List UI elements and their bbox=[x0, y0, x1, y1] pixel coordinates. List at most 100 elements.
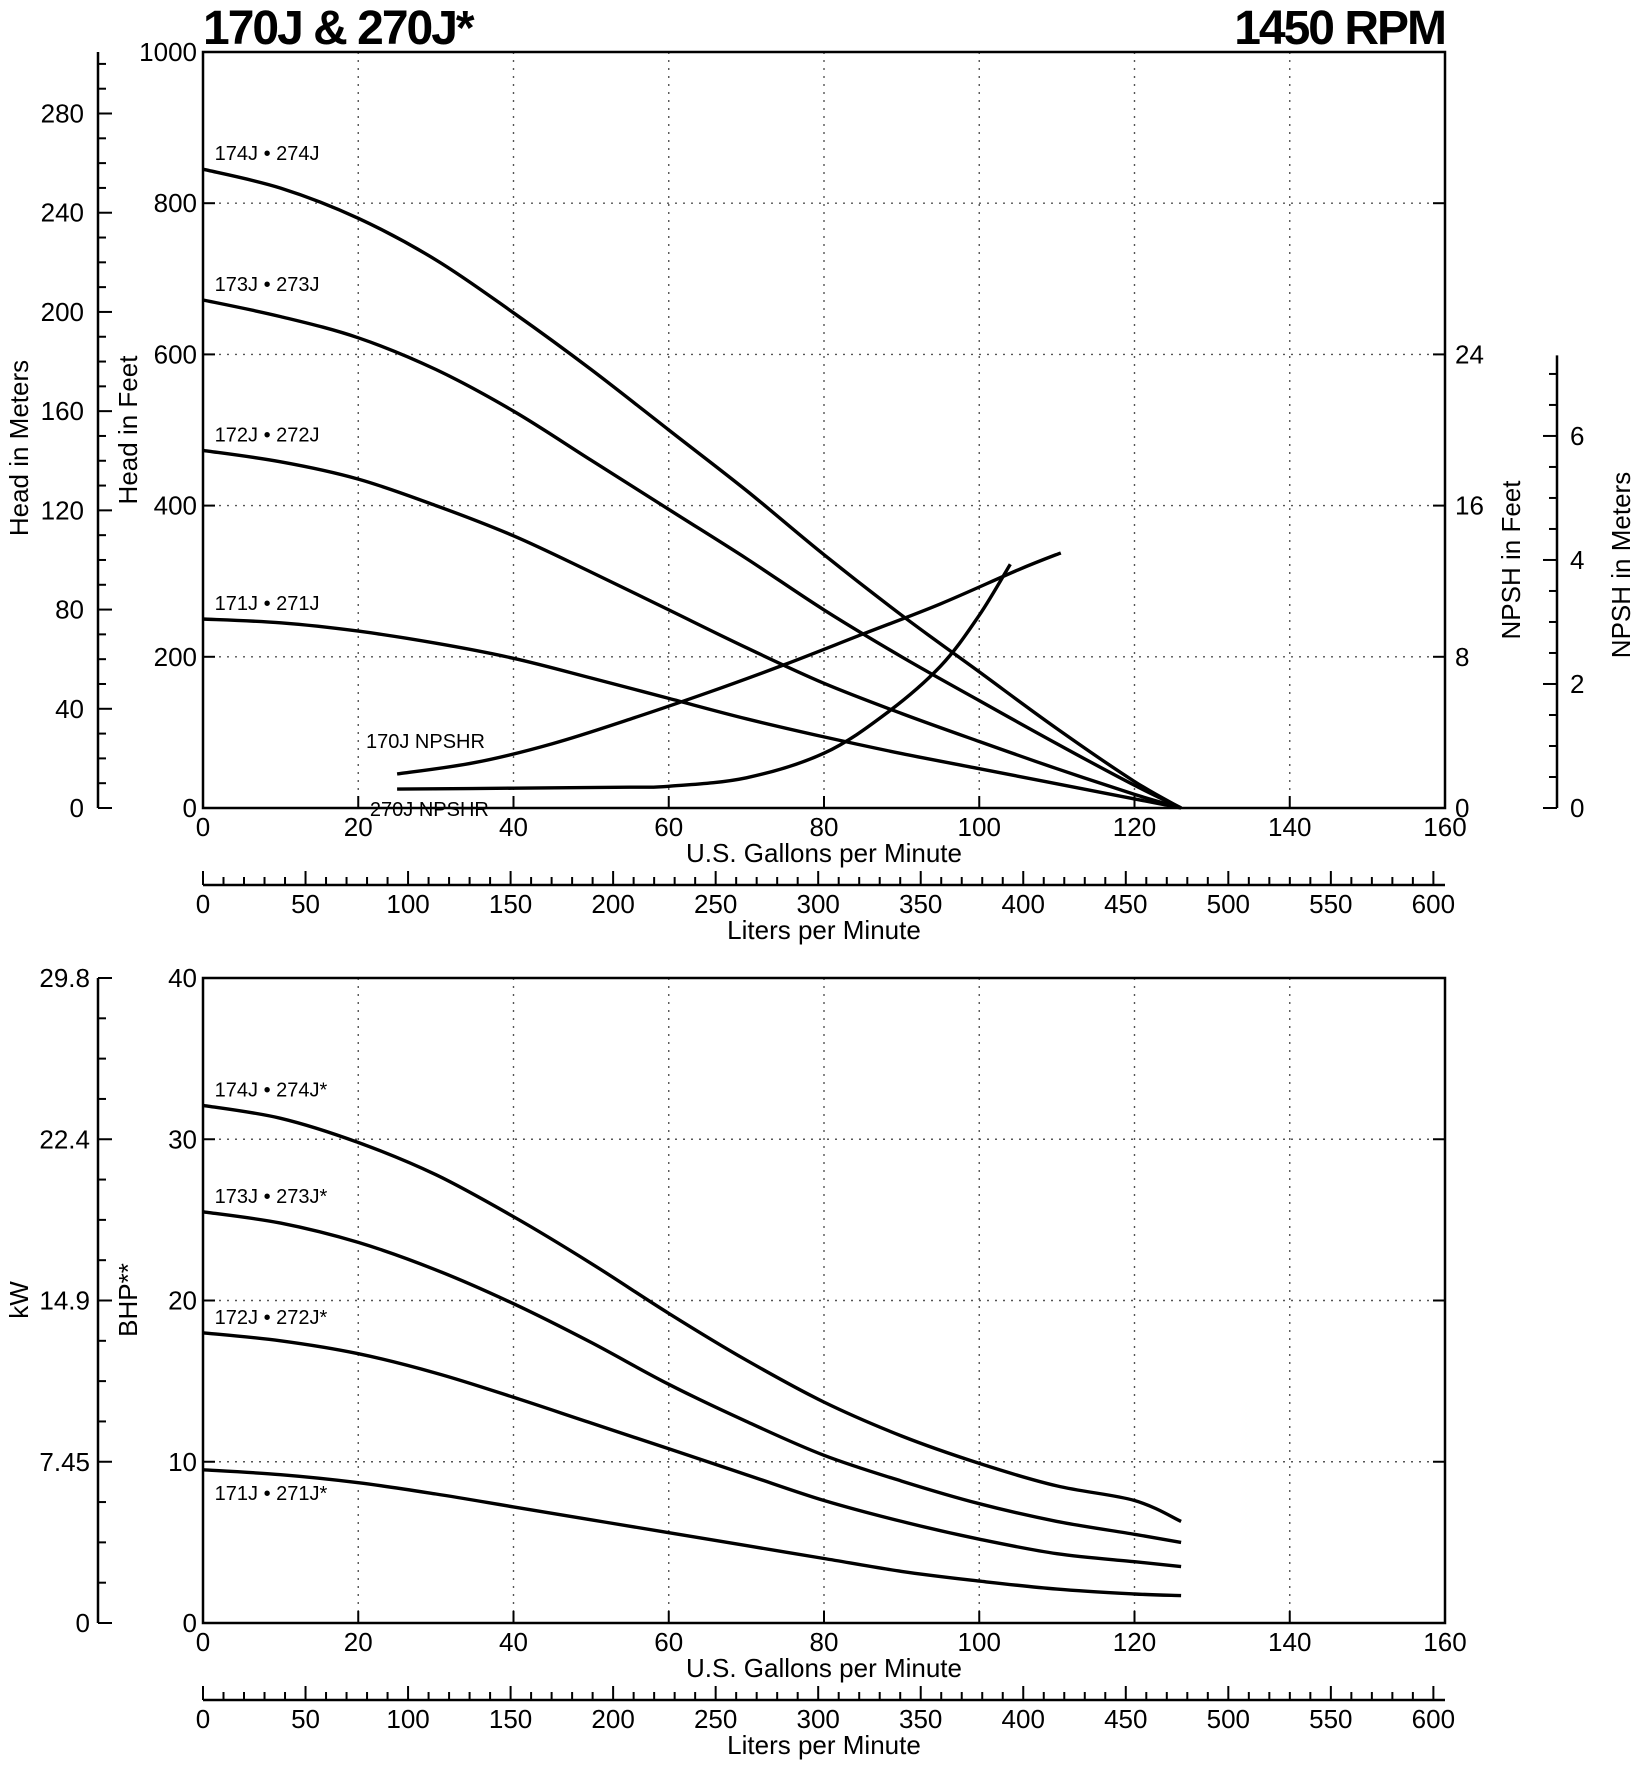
y-tick-label: 800 bbox=[154, 188, 197, 218]
series-4-label: 171J • 271J bbox=[215, 593, 320, 615]
npsh-feet-tick-label: 0 bbox=[1455, 793, 1469, 823]
lpm-tick-label: 600 bbox=[1412, 889, 1455, 919]
series-5-line bbox=[396, 551, 1062, 776]
y-axis-title: BHP** bbox=[113, 1263, 143, 1337]
lpm-tick-label: 500 bbox=[1207, 1704, 1250, 1734]
x-tick-label: 40 bbox=[499, 1627, 528, 1657]
series-3-line bbox=[202, 1331, 1182, 1569]
lpm-tick-label: 300 bbox=[796, 889, 839, 919]
series-2-label: 173J • 273J bbox=[215, 274, 320, 296]
lpm-tick-label: 0 bbox=[196, 1704, 210, 1734]
series-2-label: 173J • 273J* bbox=[215, 1186, 328, 1208]
x-tick-label: 40 bbox=[499, 812, 528, 842]
series-2-line bbox=[202, 1210, 1182, 1545]
x-tick-label: 0 bbox=[196, 1627, 210, 1657]
x-tick-label: 20 bbox=[344, 1627, 373, 1657]
head-meters-tick-label: 0 bbox=[70, 793, 84, 823]
series-1-label: 174J • 274J* bbox=[215, 1079, 328, 1101]
series-4-line bbox=[202, 1468, 1182, 1598]
x-axis-title: U.S. Gallons per Minute bbox=[686, 1653, 962, 1683]
x-tick-label: 120 bbox=[1113, 812, 1156, 842]
lpm-tick-label: 450 bbox=[1104, 1704, 1147, 1734]
lpm-tick-label: 400 bbox=[1002, 889, 1045, 919]
x-axis-title: U.S. Gallons per Minute bbox=[686, 838, 962, 868]
x-tick-label: 60 bbox=[654, 1627, 683, 1657]
x-tick-label: 100 bbox=[958, 1627, 1001, 1657]
x-tick-label: 80 bbox=[810, 812, 839, 842]
npsh-feet-tick-label: 16 bbox=[1455, 491, 1484, 521]
lpm-tick-label: 50 bbox=[291, 889, 320, 919]
lpm-tick-label: 0 bbox=[196, 889, 210, 919]
head-meters-tick-label: 160 bbox=[41, 396, 84, 426]
chart-title-left: 170J & 270J* bbox=[203, 2, 475, 55]
x-tick-label: 120 bbox=[1113, 1627, 1156, 1657]
y-tick-label: 10 bbox=[168, 1447, 197, 1477]
head-meters-tick-label: 120 bbox=[41, 495, 84, 525]
x-tick-label: 100 bbox=[958, 812, 1001, 842]
npsh-meters-tick-label: 0 bbox=[1570, 793, 1584, 823]
lpm-tick-label: 500 bbox=[1207, 889, 1250, 919]
kw-tick-label: 14.9 bbox=[39, 1286, 90, 1316]
x-tick-label: 80 bbox=[810, 1627, 839, 1657]
npsh-meters-tick-label: 6 bbox=[1570, 421, 1584, 451]
lpm-tick-label: 350 bbox=[899, 889, 942, 919]
chart-title-right: 1450 RPM bbox=[1234, 2, 1445, 55]
head-meters-tick-label: 280 bbox=[41, 99, 84, 129]
lpm-tick-label: 250 bbox=[694, 1704, 737, 1734]
lpm-tick-label: 600 bbox=[1412, 1704, 1455, 1734]
npsh-feet-tick-label: 8 bbox=[1455, 642, 1469, 672]
y-tick-label: 600 bbox=[154, 339, 197, 369]
lpm-tick-label: 100 bbox=[386, 1704, 429, 1734]
y-tick-label: 20 bbox=[168, 1286, 197, 1316]
x-tick-label: 160 bbox=[1423, 812, 1466, 842]
x-tick-label: 160 bbox=[1423, 1627, 1466, 1657]
kw-axis-title: kW bbox=[4, 1281, 34, 1319]
series-6-label: 270J NPSHR bbox=[370, 799, 489, 821]
series-3-line bbox=[202, 448, 1182, 810]
y-tick-label: 400 bbox=[154, 491, 197, 521]
y-tick-label: 0 bbox=[183, 793, 197, 823]
head-meters-tick-label: 80 bbox=[55, 595, 84, 625]
lpm-tick-label: 450 bbox=[1104, 889, 1147, 919]
head-meters-tick-label: 40 bbox=[55, 694, 84, 724]
lpm-axis-title: Liters per Minute bbox=[727, 915, 921, 945]
lpm-tick-label: 150 bbox=[489, 889, 532, 919]
y-tick-label: 0 bbox=[183, 1608, 197, 1638]
lpm-tick-label: 350 bbox=[899, 1704, 942, 1734]
kw-tick-label: 22.4 bbox=[39, 1124, 90, 1154]
x-tick-label: 20 bbox=[344, 812, 373, 842]
y-tick-label: 200 bbox=[154, 642, 197, 672]
x-tick-label: 140 bbox=[1268, 1627, 1311, 1657]
head-meters-axis-title: Head in Meters bbox=[4, 360, 34, 536]
series-6-line bbox=[397, 563, 1012, 791]
series-5-label: 170J NPSHR bbox=[366, 731, 485, 753]
head-meters-tick-label: 240 bbox=[41, 198, 84, 228]
series-3-label: 172J • 272J bbox=[215, 424, 320, 446]
npsh-meters-tick-label: 4 bbox=[1570, 545, 1584, 575]
y-tick-label: 1000 bbox=[139, 37, 197, 67]
lpm-tick-label: 550 bbox=[1309, 1704, 1352, 1734]
lpm-tick-label: 400 bbox=[1002, 1704, 1045, 1734]
kw-tick-label: 29.8 bbox=[39, 963, 90, 993]
lpm-tick-label: 200 bbox=[591, 889, 634, 919]
series-1-line bbox=[202, 1103, 1182, 1523]
series-1-line bbox=[202, 167, 1182, 810]
series-1-label: 174J • 274J bbox=[215, 143, 320, 165]
y-axis-title: Head in Feet bbox=[113, 355, 143, 505]
lpm-axis-title: Liters per Minute bbox=[727, 1730, 921, 1760]
kw-tick-label: 0 bbox=[76, 1608, 90, 1638]
npsh-meters-axis-title: NPSH in Meters bbox=[1606, 472, 1635, 658]
npsh-feet-tick-label: 24 bbox=[1455, 339, 1484, 369]
y-tick-label: 40 bbox=[168, 963, 197, 993]
lpm-tick-label: 250 bbox=[694, 889, 737, 919]
lpm-tick-label: 100 bbox=[386, 889, 429, 919]
lpm-tick-label: 50 bbox=[291, 1704, 320, 1734]
series-4-line bbox=[202, 617, 1182, 810]
x-tick-label: 140 bbox=[1268, 812, 1311, 842]
series-3-label: 172J • 272J* bbox=[215, 1307, 328, 1329]
npsh-feet-axis-title: NPSH in Feet bbox=[1496, 480, 1526, 640]
lpm-tick-label: 150 bbox=[489, 1704, 532, 1734]
